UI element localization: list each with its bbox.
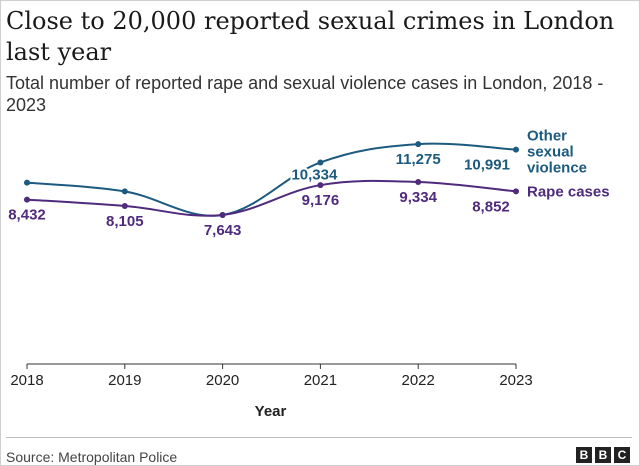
other-point-2021 — [317, 159, 324, 166]
other-point-2019 — [121, 188, 128, 195]
rape-data-label-2019: 8,105 — [106, 213, 144, 230]
series-label-rape-cases: Rape cases — [527, 183, 610, 200]
rape-data-label-2023: 8,852 — [472, 198, 510, 215]
rape-point-2020 — [219, 211, 226, 218]
rape-point-2023 — [513, 188, 519, 195]
source-note: Source: Metropolitan Police — [6, 449, 178, 465]
chart-subtitle: Total number of reported rape and sexual… — [6, 73, 604, 115]
other-data-label-2022: 11,275 — [396, 151, 441, 168]
x-tick-label-2021: 2021 — [304, 372, 337, 389]
rape-point-2018 — [24, 196, 30, 203]
other-point-2023 — [513, 146, 519, 153]
other-data-label-2021: 10,334 — [291, 166, 338, 183]
series-label-other-sexual-violence: violence — [527, 160, 587, 177]
rape-point-2019 — [121, 202, 128, 209]
bbc-logo-block: B — [576, 447, 592, 463]
series-line-other-sexual-violence — [26, 142, 517, 217]
chart-title: Close to 20,000 reported sexual crimes i… — [6, 7, 615, 66]
x-axis-title: Year — [255, 403, 287, 420]
rape-point-2022 — [415, 178, 422, 185]
other-point-2018 — [24, 179, 30, 186]
rape-data-label-2021: 9,176 — [302, 192, 340, 209]
bbc-logo-block: B — [595, 447, 611, 463]
bbc-logo: B B C — [576, 447, 630, 463]
x-tick-label-2023: 2023 — [499, 372, 532, 389]
other-data-label-2023: 10,991 — [464, 157, 510, 174]
footer-divider — [6, 437, 632, 438]
x-tick-label-2018: 2018 — [10, 372, 43, 389]
other-point-2022 — [415, 141, 422, 148]
rape-data-label-2022: 9,334 — [399, 189, 437, 206]
bbc-logo-block: C — [614, 447, 630, 463]
series-label-other-sexual-violence: sexual — [527, 144, 574, 161]
series-line-rape-cases — [26, 179, 517, 217]
x-tick-label-2019: 2019 — [108, 372, 141, 389]
rape-data-label-2018: 8,432 — [8, 207, 46, 224]
rape-data-label-2020: 7,643 — [204, 222, 242, 239]
series-label-other-sexual-violence: Other — [527, 128, 567, 145]
line-chart: 2018 2019 2020 2021 2022 2023 Year 10,334 11,275… — [6, 128, 610, 420]
rape-point-2021 — [317, 182, 324, 189]
x-tick-label-2022: 2022 — [402, 372, 435, 389]
x-tick-label-2020: 2020 — [206, 372, 239, 389]
